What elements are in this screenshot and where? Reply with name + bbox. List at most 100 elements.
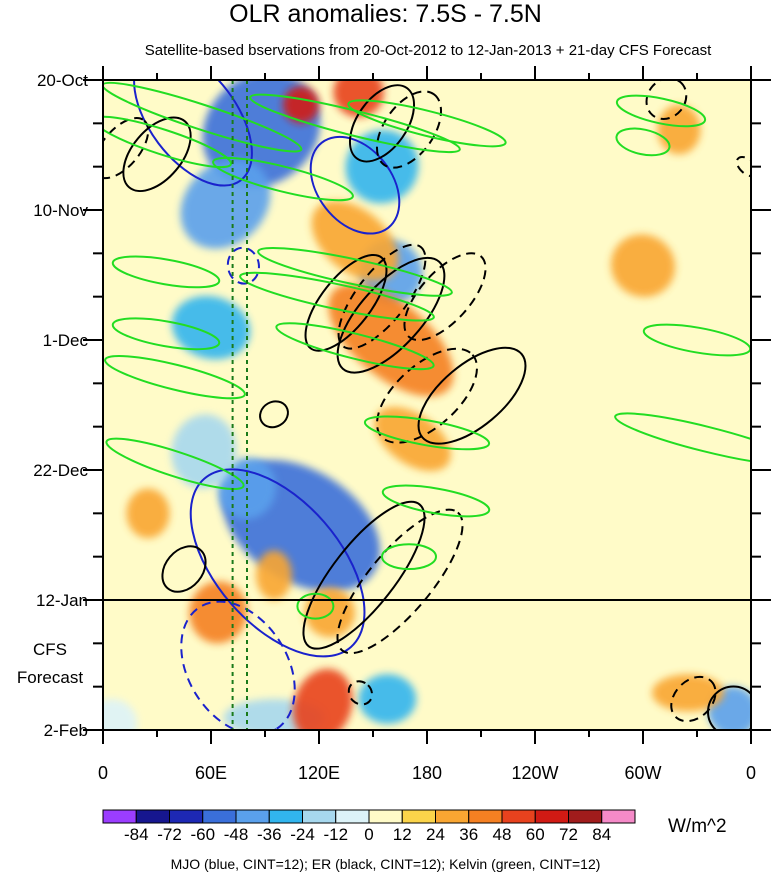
colorbar-swatch-7	[335, 809, 370, 824]
colorbar-swatch-11	[468, 809, 503, 824]
colorbar: -84 -72 -60 -48 -36 -24 -12 0 12 24 36 48 60 72 84	[102, 809, 636, 844]
anomaly-blob-16	[333, 80, 384, 118]
kelvin-contour-6	[239, 271, 435, 322]
er-contour-16	[259, 400, 289, 429]
colorbar-swatch-14	[568, 809, 603, 824]
kelvin-contour-5	[257, 247, 453, 297]
anomaly-blob-12	[328, 283, 454, 397]
colorbar-label: 72	[559, 825, 578, 844]
kelvin-contour-15	[615, 94, 707, 128]
anomaly-blob-18	[292, 668, 353, 730]
er-contour-8	[161, 545, 207, 593]
colorbar-label: 48	[493, 825, 512, 844]
kelvin-contour-11	[105, 437, 245, 490]
colorbar-label: -48	[224, 825, 249, 844]
anomaly-blob-20	[256, 550, 292, 600]
er-contour-18	[735, 155, 751, 178]
chart-title: OLR anomalies: 7.5S - 7.5N	[229, 0, 542, 28]
colorbar-label: 12	[393, 825, 412, 844]
colorbar-label: 0	[364, 825, 373, 844]
er-contour-1	[337, 243, 427, 350]
colorbar-label: 60	[526, 825, 545, 844]
er-contour-12	[103, 117, 150, 180]
colorbar-swatch-15	[601, 809, 636, 824]
legend-caption: MJO (blue, CINT=12); ER (black, CINT=12)…	[170, 856, 601, 872]
colorbar-swatch-9	[401, 809, 436, 824]
kelvin-contour-19	[296, 592, 335, 620]
forecast-label: CFS	[33, 640, 67, 659]
y-tick-label: 20-Oct	[37, 71, 88, 90]
kelvin-contour-2	[249, 93, 461, 154]
colorbar-label: -36	[257, 825, 282, 844]
kelvin-contour-8	[111, 317, 221, 351]
plot-axes: 20-Oct 10-Nov 1-Dec 22-Dec 12-Jan 2-Feb CFS For…	[17, 66, 771, 783]
colorbar-label: -24	[290, 825, 315, 844]
kelvin-contour-1	[103, 115, 232, 169]
x-tick-label: 60W	[624, 763, 661, 783]
x-tick-label: 180	[412, 763, 442, 783]
x-tick-label: 60E	[195, 763, 227, 783]
x-tick-label: 0	[98, 763, 108, 783]
anomaly-blob-15	[283, 86, 319, 124]
colorbar-label: 24	[426, 825, 445, 844]
kelvin-contour-9	[275, 322, 435, 371]
anomaly-blob-21	[126, 488, 170, 539]
anomaly-blob-14	[374, 407, 451, 472]
mjo-contour-0	[133, 80, 253, 187]
kelvin-contour-3	[347, 99, 507, 148]
y-tick-label: 1-Dec	[43, 331, 89, 350]
anomaly-blob-6	[358, 674, 417, 724]
mjo-contour-2	[189, 468, 366, 658]
er-contour-0	[304, 253, 388, 352]
kelvin-contour-7	[111, 255, 221, 289]
er-contour-9	[348, 84, 416, 163]
anomaly-blob-22	[652, 674, 724, 712]
colorbar-swatch-1	[135, 809, 170, 824]
er-contour-11	[122, 116, 192, 193]
y-tick-label: 10-Nov	[33, 201, 88, 220]
kelvin-contour-17	[614, 412, 751, 466]
colorbar-label: 84	[592, 825, 611, 844]
forecast-label: Forecast	[17, 668, 83, 687]
colorbar-swatch-2	[169, 809, 204, 824]
er-contour-10	[375, 90, 443, 169]
er-contour-6	[302, 500, 426, 650]
colorbar-swatch-8	[368, 809, 403, 824]
colorbar-label: -72	[157, 825, 182, 844]
colorbar-swatch-10	[435, 809, 470, 824]
colorbar-swatch-5	[268, 809, 303, 824]
er-contour-3	[403, 252, 487, 342]
colorbar-swatch-3	[202, 809, 237, 824]
er-contour-14	[670, 675, 717, 723]
kelvin-contour-10	[104, 354, 246, 400]
colorbar-swatch-6	[302, 809, 337, 824]
er-contour-7	[336, 508, 464, 655]
colorbar-label: 36	[459, 825, 478, 844]
kelvin-contour-12	[363, 415, 491, 451]
colorbar-label: -60	[190, 825, 215, 844]
colorbar-swatch-13	[534, 809, 569, 824]
colorbar-label: -84	[124, 825, 149, 844]
kelvin-contour-16	[615, 127, 671, 157]
y-tick-label: 22-Dec	[33, 461, 88, 480]
kelvin-contour-4	[212, 156, 354, 202]
colorbar-swatch-0	[102, 809, 137, 824]
kelvin-contour-14	[381, 543, 437, 571]
x-tick-label: 120W	[511, 763, 558, 783]
mjo-contour-1	[309, 135, 401, 235]
y-tick-label: 12-Jan	[36, 591, 88, 610]
er-contour-13	[645, 80, 688, 120]
wave-filter-contours	[103, 80, 751, 730]
er-contour-5	[417, 346, 527, 445]
colorbar-swatch-12	[501, 809, 536, 824]
kelvin-contour-0	[103, 81, 303, 153]
anomaly-blob-2	[345, 129, 419, 204]
anomaly-blob-8	[171, 296, 251, 360]
y-tick-label: 2-Feb	[44, 721, 88, 740]
anomaly-blob-23	[610, 234, 676, 298]
colorbar-label: -12	[323, 825, 348, 844]
er-contour-17	[347, 680, 374, 706]
x-tick-label: 120E	[298, 763, 340, 783]
anomaly-blob-13	[311, 200, 399, 282]
